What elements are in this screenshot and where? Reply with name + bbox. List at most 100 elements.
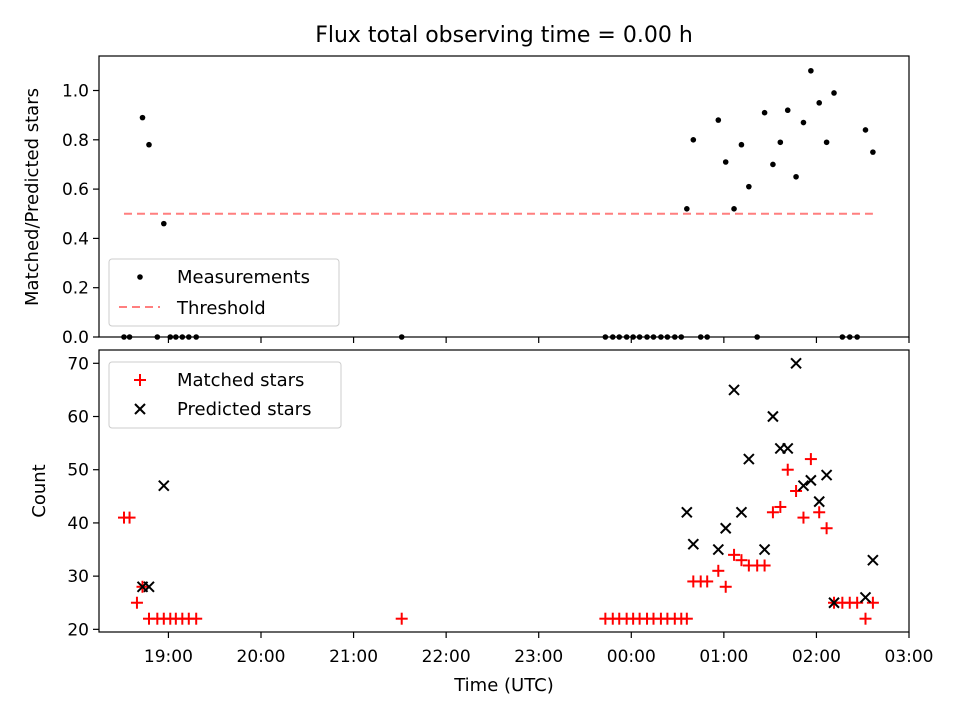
legend-threshold-label: Threshold	[176, 298, 266, 319]
x-tick-label: 23:00	[514, 647, 563, 667]
matched-stars-point	[735, 554, 748, 567]
measurements-point	[800, 119, 807, 126]
matched-stars-point	[804, 453, 817, 466]
legend-matched-marker	[134, 374, 146, 386]
x-tick-label: 19:00	[144, 647, 193, 667]
chart-title: Flux total observing time = 0.00 h	[315, 23, 693, 48]
measurements-point	[684, 206, 690, 212]
legend-measurements-label: Measurements	[177, 267, 310, 288]
top-legend: Measurements Threshold	[108, 258, 340, 327]
measurements-point	[146, 141, 152, 148]
y-tick-label: 40	[67, 514, 89, 534]
predicted-stars-point	[712, 543, 725, 556]
predicted-stars-point	[681, 506, 693, 518]
predicted-stars-point	[758, 543, 771, 556]
bottom-legend: Matched stars Predicted stars	[108, 361, 342, 429]
top-y-axis-label: Matched/Predicted stars	[22, 88, 43, 306]
measurements-point	[761, 109, 768, 116]
legend-predicted-marker	[134, 403, 146, 415]
measurements-point	[793, 173, 799, 180]
top-plot-frame	[98, 55, 910, 338]
measurements-point	[816, 100, 823, 106]
measurements-point	[722, 159, 729, 165]
matched-stars-point	[774, 500, 787, 513]
matched-stars-point	[123, 511, 136, 524]
bottom-plot-frame	[98, 349, 910, 633]
matched-stars-point	[766, 506, 779, 519]
matched-stars-point	[712, 564, 725, 577]
measurements-point	[823, 139, 830, 146]
measurements-point	[139, 114, 146, 121]
predicted-stars-point	[867, 554, 879, 566]
y-tick-label: 0.4	[62, 229, 89, 249]
matched-stars-point	[680, 612, 693, 625]
predicted-stars-point	[767, 410, 779, 423]
legend-matched-label: Matched stars	[177, 370, 304, 391]
x-tick-label: 21:00	[329, 647, 378, 667]
x-tick-label: 22:00	[422, 647, 471, 667]
measurements-point	[690, 137, 697, 143]
predicted-stars-point	[790, 357, 802, 370]
bottom-panel: 20 30 40 50 60 70 19:00 20:00 21:00 22:00 23:00 00…	[29, 349, 934, 696]
predicted-stars-point	[805, 474, 817, 487]
predicted-stars-point	[143, 581, 155, 593]
y-tick-label: 70	[67, 354, 89, 374]
x-tick-label: 20:00	[237, 647, 286, 667]
predicted-stars-point	[797, 479, 810, 492]
measurements-point	[746, 183, 752, 190]
bottom-y-axis-label: Count	[29, 464, 50, 517]
measurements-point	[862, 127, 869, 133]
predicted-stars-point	[158, 479, 170, 492]
predicted-stars-point	[735, 506, 748, 518]
y-tick-label: 50	[67, 461, 89, 481]
x-tick-label: 02:00	[792, 647, 841, 667]
measurements-point	[738, 141, 745, 148]
predicted-stars-point	[828, 597, 840, 609]
measurements-point	[715, 117, 722, 123]
matched-stars-point	[719, 580, 732, 593]
x-axis-label: Time (UTC)	[453, 675, 554, 696]
x-tick-label: 03:00	[885, 647, 934, 667]
x-tick-label: 00:00	[607, 647, 656, 667]
matched-stars-point	[728, 548, 741, 561]
predicted-stars-point	[720, 522, 732, 534]
y-tick-label: 20	[67, 620, 89, 640]
matched-stars-point	[859, 612, 872, 625]
matched-stars-point	[820, 522, 833, 535]
predicted-stars-point	[859, 591, 872, 604]
legend-measurements-marker	[137, 274, 143, 280]
y-tick-label: 1.0	[62, 82, 89, 102]
measurements-point	[161, 220, 167, 227]
matched-stars-point	[866, 596, 879, 609]
predicted-stars-point	[813, 495, 825, 508]
matched-stars-point	[797, 511, 810, 524]
predicted-stars-point	[782, 442, 794, 455]
measurements-point	[784, 107, 791, 114]
measurements-point	[808, 67, 814, 74]
predicted-stars-point	[743, 453, 755, 465]
y-tick-label: 0.6	[62, 180, 89, 200]
predicted-stars-point	[728, 384, 740, 396]
y-tick-label: 30	[67, 567, 89, 587]
x-tick-label: 01:00	[699, 647, 748, 667]
measurements-point	[870, 149, 876, 155]
legend-predicted-label: Predicted stars	[177, 399, 311, 420]
measurements-point	[770, 161, 776, 168]
matched-stars-point	[758, 559, 771, 572]
predicted-stars-point	[687, 538, 700, 550]
matched-stars-point	[813, 506, 826, 519]
y-tick-label: 0.0	[62, 328, 89, 348]
predicted-stars-point	[820, 469, 833, 481]
y-tick-label: 0.8	[62, 131, 89, 151]
matched-stars-point	[190, 612, 203, 625]
y-tick-label: 60	[67, 408, 89, 428]
y-tick-label: 0.2	[62, 279, 89, 299]
matched-stars-point	[701, 575, 714, 588]
measurements-point	[831, 90, 837, 96]
matched-stars-point	[395, 612, 408, 625]
top-panel: 0.0 0.2 0.4 0.6 0.8 1.0 Matched/Predicted sta…	[22, 55, 910, 348]
measurements-point	[731, 206, 737, 212]
matched-stars-point	[781, 463, 794, 476]
matched-stars-point	[130, 596, 143, 609]
matched-stars-point	[790, 485, 803, 497]
